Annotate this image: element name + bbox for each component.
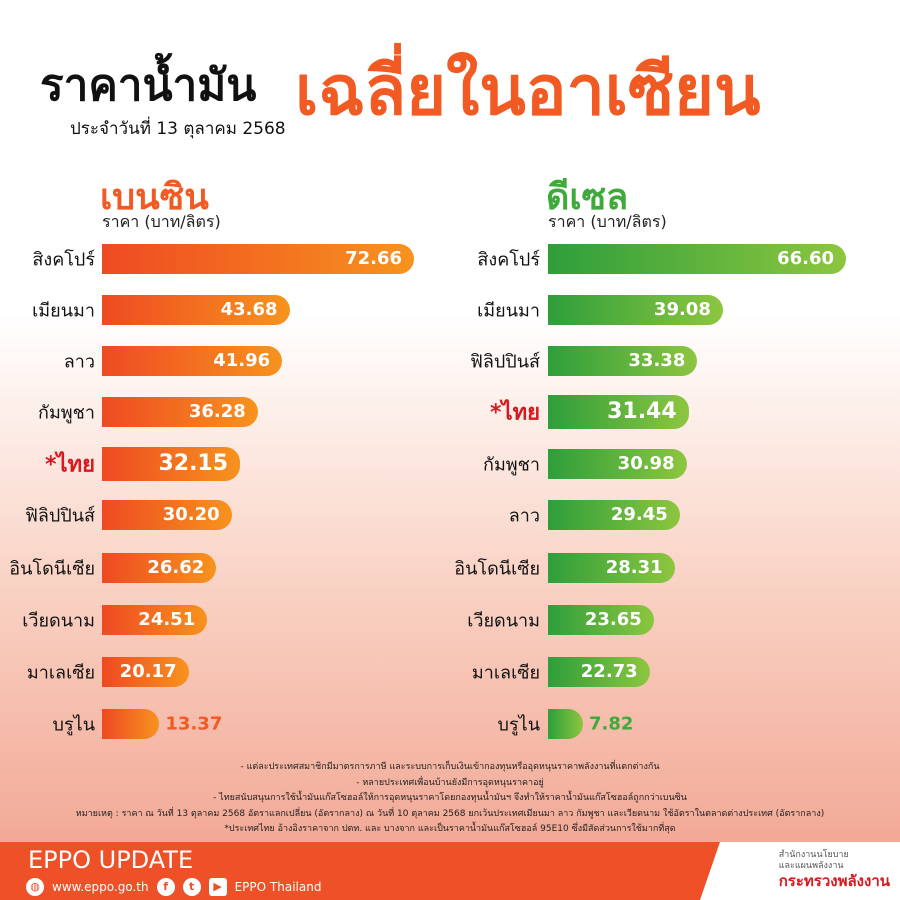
diesel-category-label: *ไทย (490, 400, 540, 426)
diesel-value-label: 31.44 (607, 399, 677, 424)
gasoline-value-label: 30.20 (162, 504, 220, 525)
facebook-icon[interactable]: f (156, 878, 175, 896)
gasoline-bar: 24.51 (102, 605, 208, 635)
diesel-category-label: ฟิลิปปินส์ (470, 351, 540, 373)
diesel-category-label: เวียดนาม (467, 610, 540, 632)
diesel-value-label: 7.82 (588, 713, 634, 735)
diesel-category-label: เมียนมา (477, 300, 540, 322)
diesel-bar: 39.08 (548, 295, 723, 325)
gasoline-bar: 36.28 (102, 397, 258, 427)
gasoline-category-label: กัมพูชา (38, 402, 95, 424)
diesel-category-label: สิงคโปร์ (477, 249, 540, 271)
date: ประจำวันที่ 13 ตุลาคม 2568 (70, 119, 286, 139)
globe-icon: ◍ (26, 878, 44, 896)
brand: EPPO UPDATE (28, 846, 194, 874)
diesel-value-label: 22.73 (580, 661, 638, 682)
gasoline-value-label: 41.96 (213, 350, 271, 371)
diesel-value-label: 39.08 (653, 299, 711, 320)
gasoline-bar: 72.66 (102, 244, 414, 274)
gasoline-category-label: ลาว (63, 351, 95, 373)
gasoline-value-label: 43.68 (220, 299, 278, 320)
org-line: สำนักงานนโยบาย (778, 850, 849, 860)
diesel-bar: 29.45 (548, 500, 680, 530)
gasoline-bar: 41.96 (102, 346, 283, 376)
gasoline-value-label: 24.51 (138, 609, 196, 630)
org-line: และแผนพลังงาน (778, 861, 844, 871)
gasoline-value-label: 32.15 (158, 451, 229, 476)
gasoline-value-label: 13.37 (165, 713, 223, 735)
footer: EPPO UPDATE ◍ www.eppo.go.th f t ▶ EPPO … (0, 842, 900, 900)
gasoline-value-label: 26.62 (147, 557, 205, 578)
notes: - แต่ละประเทศสมาชิกมีมาตรการภาษี และระบบ… (0, 760, 900, 838)
diesel-value-label: 23.65 (584, 609, 642, 630)
diesel-title: ดีเซล (546, 177, 629, 218)
org-panel: สำนักงานนโยบาย และแผนพลังงาน กระทรวงพลัง… (700, 842, 900, 900)
title-left: ราคาน้ำมัน (40, 60, 257, 111)
diesel-value-label: 29.45 (610, 504, 668, 525)
diesel-bar: 31.44 (548, 395, 689, 429)
note: - ไทยสนับสนุนการใช้น้ำมันแก๊สโซฮอล์ให้กา… (213, 793, 687, 803)
note: หมายเหตุ : ราคา ณ วันที่ 13 ตุลาคม 2568 … (75, 808, 825, 819)
diesel-value-label: 33.38 (628, 350, 686, 371)
org-name: สำนักงานนโยบาย และแผนพลังงาน กระทรวงพลัง… (779, 850, 890, 890)
diesel-bar: 30.98 (548, 449, 687, 479)
links: ◍ www.eppo.go.th f t ▶ EPPO Thailand (26, 878, 321, 896)
diesel-category-label: อินโดนีเซีย (454, 558, 540, 580)
diesel-bar: 22.73 (548, 657, 650, 687)
social-name: EPPO Thailand (234, 880, 322, 894)
diesel-bar: 28.31 (548, 553, 675, 583)
gasoline-category-label: อินโดนีเซีย (9, 558, 95, 580)
twitter-icon[interactable]: t (182, 878, 201, 896)
diesel-category-label: ลาว (508, 505, 540, 527)
diesel-category-label: กัมพูชา (483, 454, 540, 476)
gasoline-bar (102, 709, 160, 739)
gasoline-value-label: 72.66 (345, 248, 402, 269)
gasoline-bar: 43.68 (102, 295, 290, 325)
diesel-bar: 33.38 (548, 346, 698, 376)
note: - หลายประเทศเพื่อนบ้านยังมีการอุดหนุนราค… (356, 777, 544, 788)
diesel-value-label: 30.98 (617, 453, 675, 474)
diesel-bar: 23.65 (548, 605, 654, 635)
gasoline-value-label: 20.17 (119, 661, 177, 682)
diesel-category-label: มาเลเซีย (471, 662, 540, 684)
note: - แต่ละประเทศสมาชิกมีมาตรการภาษี และระบบ… (240, 762, 660, 772)
gasoline-category-label: เมียนมา (32, 300, 95, 322)
note: *ประเทศไทย อ้างอิงราคาจาก ปตท. และ บางจา… (224, 824, 676, 834)
gasoline-category-label: บรูไน (52, 714, 95, 736)
gasoline-category-label: ฟิลิปปินส์ (25, 505, 95, 527)
gasoline-bar: 20.17 (102, 657, 189, 687)
gasoline-category-label: สิงคโปร์ (32, 249, 95, 271)
diesel-bar: 66.60 (548, 244, 846, 274)
ministry-name: กระทรวงพลังงาน (778, 872, 890, 890)
title-right: เฉลี่ยในอาเซียน (295, 52, 761, 131)
gasoline-bar: 32.15 (102, 447, 241, 481)
gasoline-unit: ราคา (บาท/ลิตร) (102, 212, 221, 231)
diesel-value-label: 66.60 (777, 248, 834, 269)
diesel-value-label: 28.31 (605, 557, 663, 578)
youtube-icon[interactable]: ▶ (208, 878, 227, 896)
gasoline-title: เบนซิน (100, 177, 209, 218)
website-link[interactable]: www.eppo.go.th (52, 880, 149, 894)
diesel-category-label: บรูไน (497, 714, 540, 736)
gasoline-category-label: มาเลเซีย (26, 662, 95, 684)
gasoline-value-label: 36.28 (188, 401, 246, 422)
gasoline-bar: 26.62 (102, 553, 217, 583)
gasoline-bar: 30.20 (102, 500, 232, 530)
diesel-bar (548, 709, 583, 739)
gasoline-category-label: เวียดนาม (22, 610, 95, 632)
gasoline-category-label: *ไทย (45, 452, 95, 478)
diesel-unit: ราคา (บาท/ลิตร) (548, 212, 667, 231)
